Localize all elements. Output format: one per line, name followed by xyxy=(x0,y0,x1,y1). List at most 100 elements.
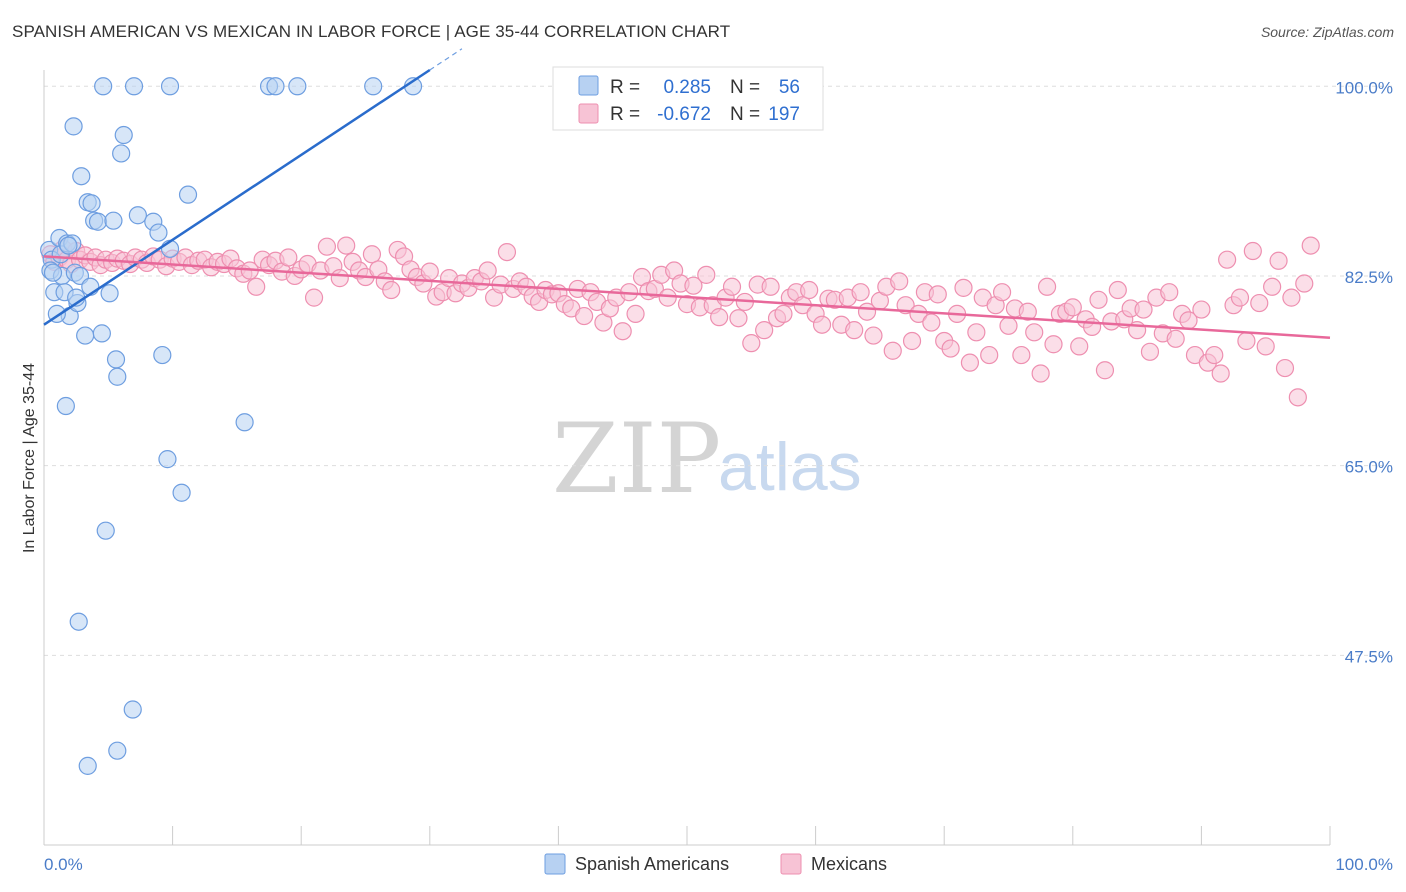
data-point-spanish-americans xyxy=(82,194,101,213)
data-point-mexicans xyxy=(999,316,1018,335)
data-point-mexicans xyxy=(909,304,928,323)
data-point-spanish-americans xyxy=(266,77,285,96)
data-point-spanish-americans xyxy=(153,345,172,365)
data-point-mexicans xyxy=(1288,388,1307,407)
data-point-mexicans xyxy=(1070,337,1089,356)
data-point-spanish-americans xyxy=(56,396,75,416)
data-point-mexicans xyxy=(1218,250,1237,269)
y-tick-label: 65.0% xyxy=(1345,458,1393,477)
data-point-mexicans xyxy=(883,341,902,360)
data-point-mexicans xyxy=(967,323,986,342)
data-point-spanish-americans xyxy=(128,206,147,225)
data-point-spanish-americans xyxy=(114,125,133,145)
data-point-mexicans xyxy=(902,331,922,351)
series-legend-label-spanish-americans: Spanish Americans xyxy=(575,854,729,874)
data-point-spanish-americans xyxy=(235,413,254,432)
y-axis-label: In Labor Force | Age 35-44 xyxy=(21,363,38,553)
data-point-mexicans xyxy=(247,277,266,296)
data-point-mexicans xyxy=(362,245,382,264)
data-point-spanish-americans xyxy=(92,324,111,343)
data-point-mexicans xyxy=(960,353,980,372)
watermark: ZIP atlas xyxy=(552,403,862,515)
data-point-mexicans xyxy=(890,272,909,291)
data-point-spanish-americans xyxy=(123,700,142,719)
data-point-spanish-americans xyxy=(124,77,144,96)
trend-line-spanish-americans-extension xyxy=(429,48,463,71)
legend-r-value-2: -0.672 xyxy=(657,104,711,125)
data-point-mexicans xyxy=(1095,361,1115,380)
y-tick-label: 47.5% xyxy=(1345,647,1393,666)
series-legend-swatch-mexicans xyxy=(780,853,802,875)
data-point-mexicans xyxy=(1031,364,1050,383)
data-point-spanish-americans xyxy=(288,77,307,96)
data-point-spanish-americans xyxy=(172,483,191,502)
data-point-mexicans xyxy=(941,339,960,358)
data-point-mexicans xyxy=(497,242,517,262)
data-point-mexicans xyxy=(575,306,594,326)
data-point-mexicans xyxy=(658,288,677,307)
data-point-mexicans xyxy=(420,262,439,281)
data-point-spanish-americans xyxy=(104,211,123,230)
data-point-spanish-americans xyxy=(94,77,113,96)
trend-line-spanish-americans xyxy=(43,68,431,326)
chart-title: SPANISH AMERICAN VS MEXICAN IN LABOR FOR… xyxy=(12,22,731,41)
x-tick-label-min: 0.0% xyxy=(44,855,83,874)
data-point-mexicans xyxy=(742,334,761,353)
data-point-mexicans xyxy=(304,288,324,307)
data-point-mexicans xyxy=(1269,251,1288,270)
data-point-mexicans xyxy=(928,285,947,304)
x-tick-label-max: 100.0% xyxy=(1335,855,1393,874)
data-point-mexicans xyxy=(613,322,632,341)
data-point-mexicans xyxy=(845,321,864,340)
data-point-mexicans xyxy=(774,304,793,323)
data-point-mexicans xyxy=(1166,329,1185,348)
data-point-mexicans xyxy=(800,280,819,300)
data-point-mexicans xyxy=(755,321,774,340)
chart-source: Source: ZipAtlas.com xyxy=(1260,24,1394,40)
data-point-mexicans xyxy=(1134,300,1153,319)
data-point-mexicans xyxy=(722,277,742,296)
data-point-spanish-americans xyxy=(88,212,108,231)
data-point-mexicans xyxy=(1237,331,1256,351)
data-point-mexicans xyxy=(980,345,999,365)
data-point-spanish-americans xyxy=(364,77,383,96)
data-point-spanish-americans xyxy=(149,223,168,242)
data-point-mexicans xyxy=(1082,317,1102,336)
legend-r-value-1: 0.285 xyxy=(663,77,711,98)
data-point-mexicans xyxy=(1160,283,1179,302)
data-point-mexicans xyxy=(1205,345,1224,365)
data-point-mexicans xyxy=(684,276,703,295)
data-point-mexicans xyxy=(1018,302,1037,321)
data-point-mexicans xyxy=(1250,293,1269,313)
data-point-mexicans xyxy=(1025,323,1044,342)
trend-line-mexicans xyxy=(43,255,1331,339)
data-point-mexicans xyxy=(1089,290,1108,309)
data-point-spanish-americans xyxy=(160,77,180,96)
data-point-mexicans xyxy=(729,309,748,328)
watermark-atlas: atlas xyxy=(718,429,862,505)
data-point-mexicans xyxy=(317,237,337,256)
legend-swatch-pink xyxy=(578,103,599,124)
data-point-spanish-americans xyxy=(108,367,127,386)
data-point-spanish-americans xyxy=(112,144,131,163)
data-point-mexicans xyxy=(1295,274,1314,293)
data-point-mexicans xyxy=(337,236,356,255)
data-point-mexicans xyxy=(1140,342,1160,361)
data-point-spanish-americans xyxy=(100,284,119,303)
data-point-mexicans xyxy=(761,277,780,296)
legend-n-value-2: 197 xyxy=(768,104,800,125)
data-point-mexicans xyxy=(1063,298,1082,317)
y-tick-labels: 100.0% 82.5% 65.0% 47.5% xyxy=(1335,78,1393,666)
data-point-mexicans xyxy=(279,248,298,267)
spanish-americans-points xyxy=(40,77,423,775)
legend-n-value-1: 56 xyxy=(779,77,800,98)
watermark-zip: ZIP xyxy=(552,403,721,515)
data-point-mexicans xyxy=(922,313,941,332)
data-point-mexicans xyxy=(812,315,832,334)
data-point-mexicans xyxy=(864,326,883,345)
data-point-spanish-americans xyxy=(108,741,127,760)
data-point-spanish-americans xyxy=(69,612,88,631)
y-tick-label: 100.0% xyxy=(1335,78,1393,97)
series-legend: Spanish Americans Mexicans xyxy=(544,853,887,875)
data-point-mexicans xyxy=(330,269,349,288)
